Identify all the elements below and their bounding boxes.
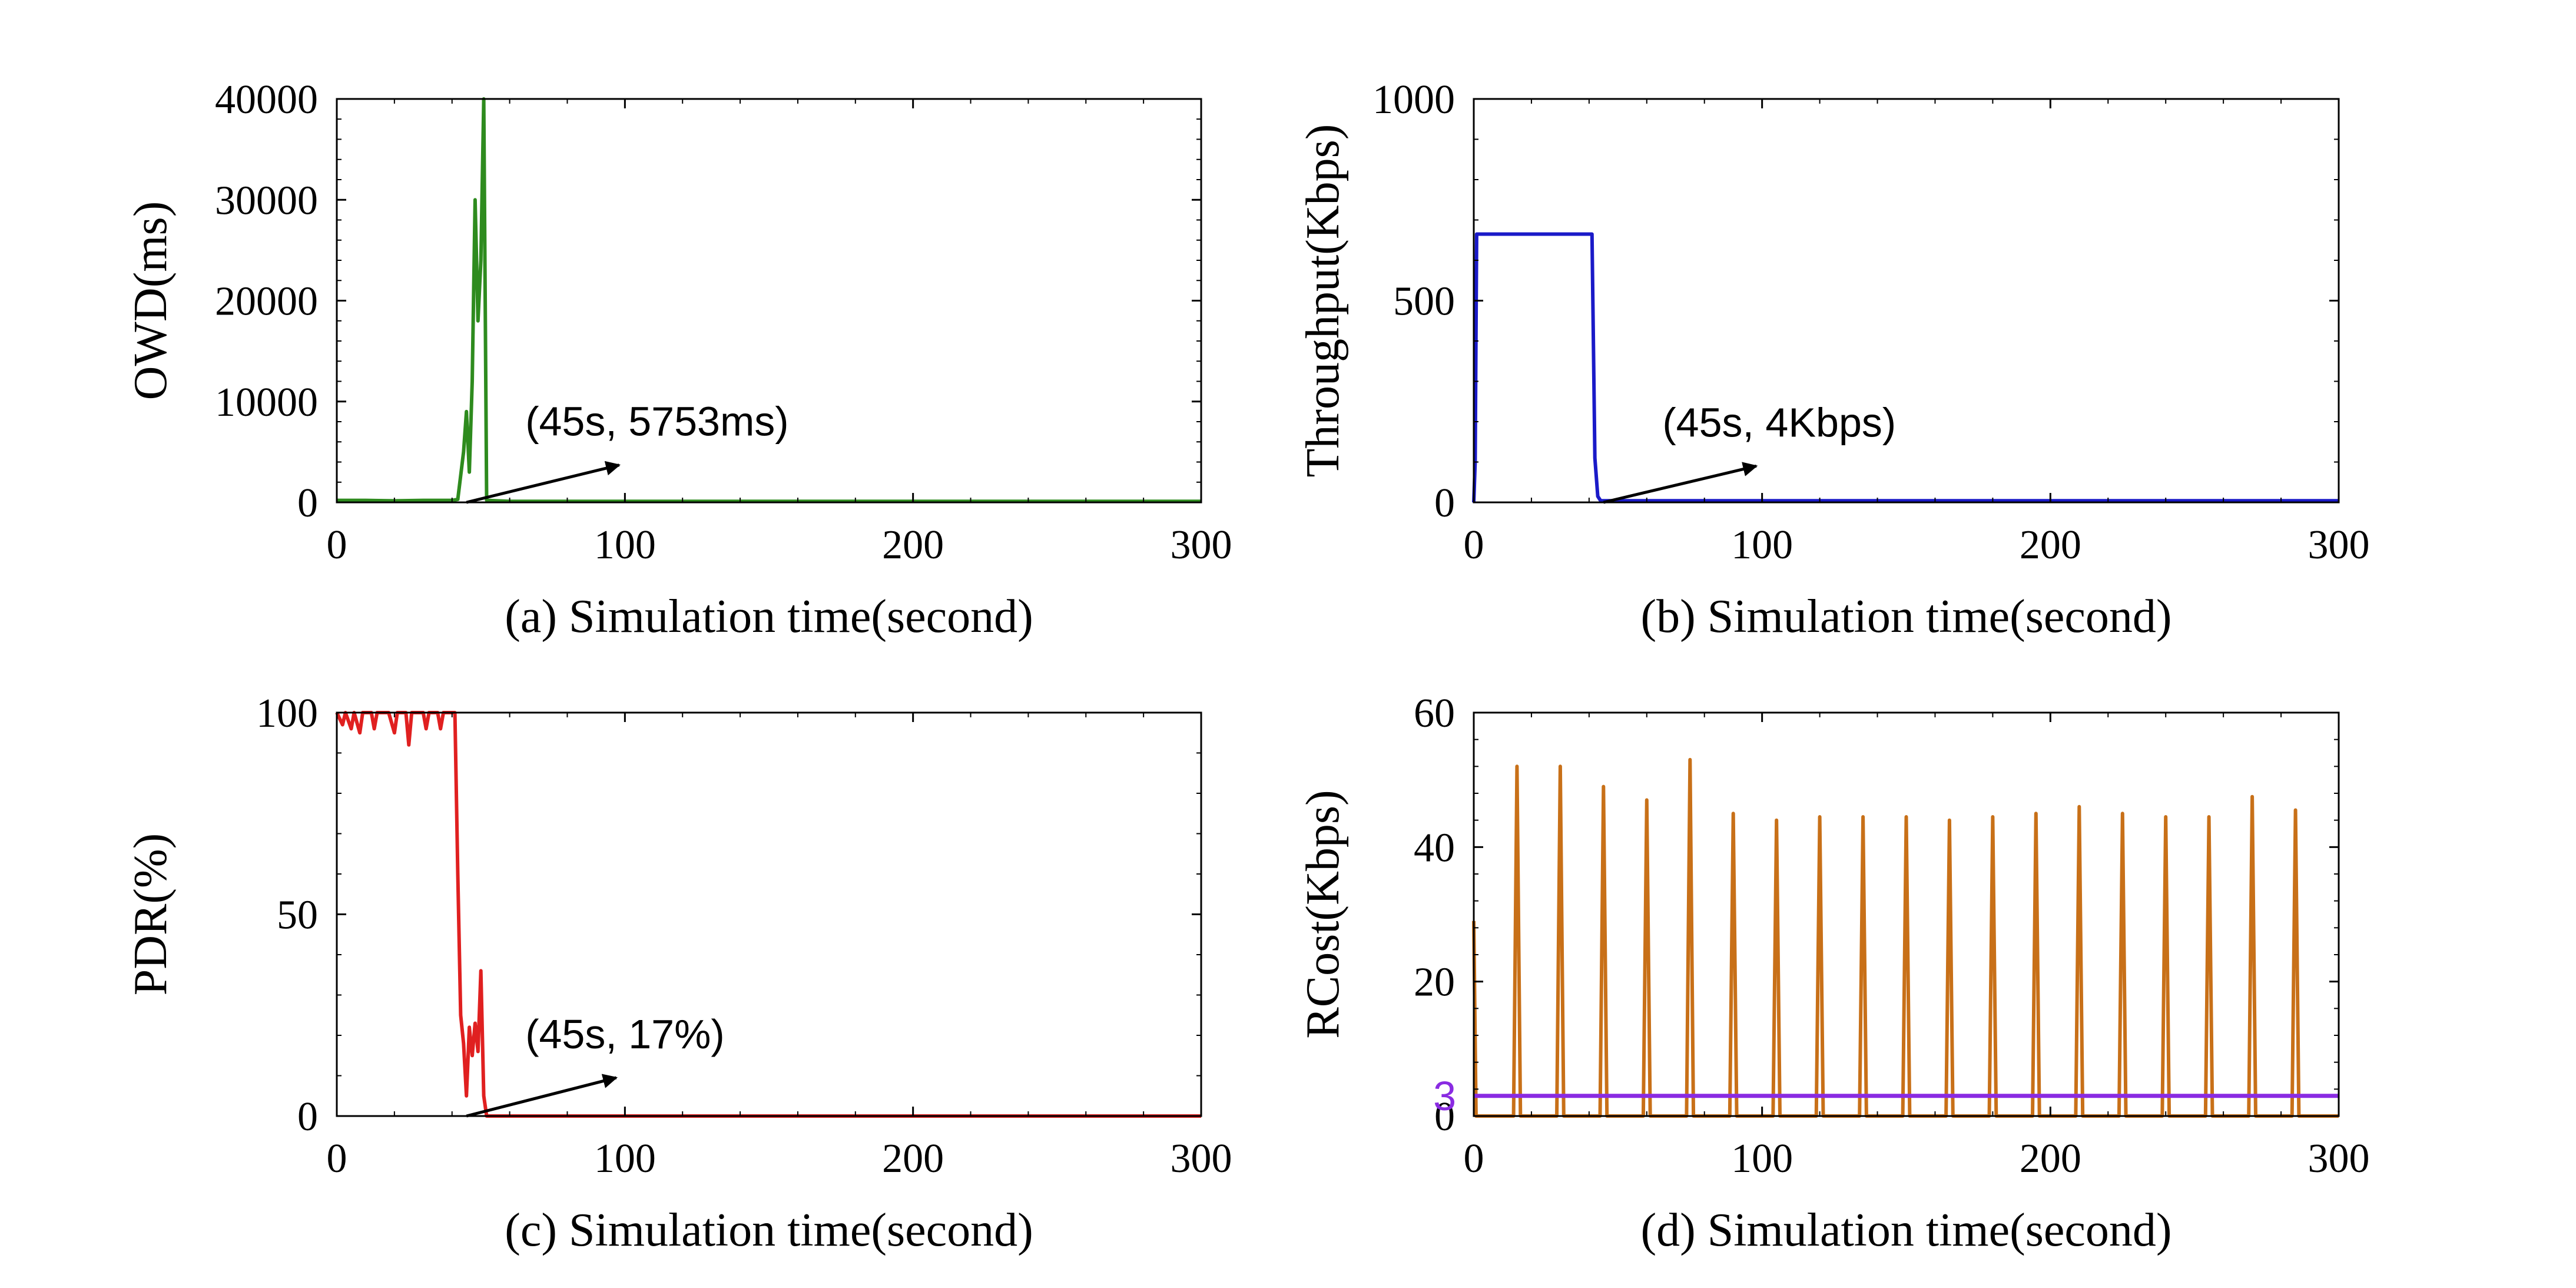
y-axis-label: RCost(Kbps) [1297,790,1349,1038]
y-tick-label: 30000 [215,178,318,223]
annotation-arrow [466,461,621,504]
x-tick-label: 300 [2308,522,2370,568]
annotation-label: (45s, 5753ms) [525,399,788,445]
chart-d: 0 100 200 300 0 20 40 60 (d) Simulation time(sec… [1297,691,2370,1256]
y-tick-label: 60 [1414,691,1455,736]
x-tick-label: 300 [2308,1136,2370,1181]
series-line-b-0 [1472,232,2339,503]
y-axis-label: PDR(%) [125,833,177,996]
x-axis-label: (b) Simulation time(second) [1640,591,2171,643]
series-line-c-0 [335,711,1201,1118]
x-tick-label: 0 [1464,1136,1484,1181]
y-tick-label: 0 [1434,1094,1455,1140]
chart-b: 0 100 200 300 0 500 1000 (b) Simulation time(se… [1297,77,2370,643]
x-axis-label: (c) Simulation time(second) [505,1204,1033,1256]
x-tick-label: 0 [327,522,347,568]
annotation-arrow [466,1074,618,1118]
y-axis-label: OWD(ms) [125,201,177,400]
x-tick-label: 100 [594,1136,656,1181]
y-tick-label: 0 [297,1094,318,1140]
x-tick-label: 200 [882,1136,944,1181]
x-tick-label: 200 [2020,1136,2081,1181]
y-axis-label: Throughput(Kbps) [1297,124,1349,478]
y-tick-label: 20000 [215,279,318,325]
x-tick-label: 200 [882,522,944,568]
y-tick-label: 50 [277,893,318,938]
x-tick-label: 300 [1171,522,1232,568]
x-tick-label: 300 [1171,1136,1232,1181]
series-line-d-0 [1472,757,2339,1118]
x-tick-label: 100 [594,522,656,568]
x-tick-label: 0 [1464,522,1484,568]
x-tick-label: 100 [1731,522,1793,568]
chart-a: 0 100 200 300 0 10000 20000 30000 40000 (a) Simul… [125,77,1232,643]
y-tick-label: 1000 [1372,77,1455,122]
chart-c: 0 100 200 300 0 50 100 (c) Simulation time(seco… [125,691,1232,1256]
reference-value-label: 3 [1433,1073,1456,1119]
y-tick-label: 0 [297,481,318,526]
y-tick-label: 500 [1393,279,1455,325]
x-tick-label: 100 [1731,1136,1793,1181]
plot-frame-b [1473,98,2340,504]
x-tick-label: 0 [327,1136,347,1181]
y-tick-label: 10000 [215,380,318,425]
annotation-arrow [1603,462,1758,504]
plot-frame-d [1473,711,2340,1117]
annotation-label: (45s, 4Kbps) [1662,399,1896,445]
y-tick-label: 20 [1414,960,1455,1005]
y-tick-label: 40000 [215,77,318,122]
x-tick-label: 200 [2020,522,2081,568]
x-axis-label: (a) Simulation time(second) [505,591,1033,643]
annotation-label: (45s, 17%) [525,1011,724,1057]
x-axis-label: (d) Simulation time(second) [1640,1204,2171,1256]
y-tick-label: 100 [256,691,318,736]
y-tick-label: 0 [1434,481,1455,526]
y-tick-label: 40 [1414,825,1455,870]
